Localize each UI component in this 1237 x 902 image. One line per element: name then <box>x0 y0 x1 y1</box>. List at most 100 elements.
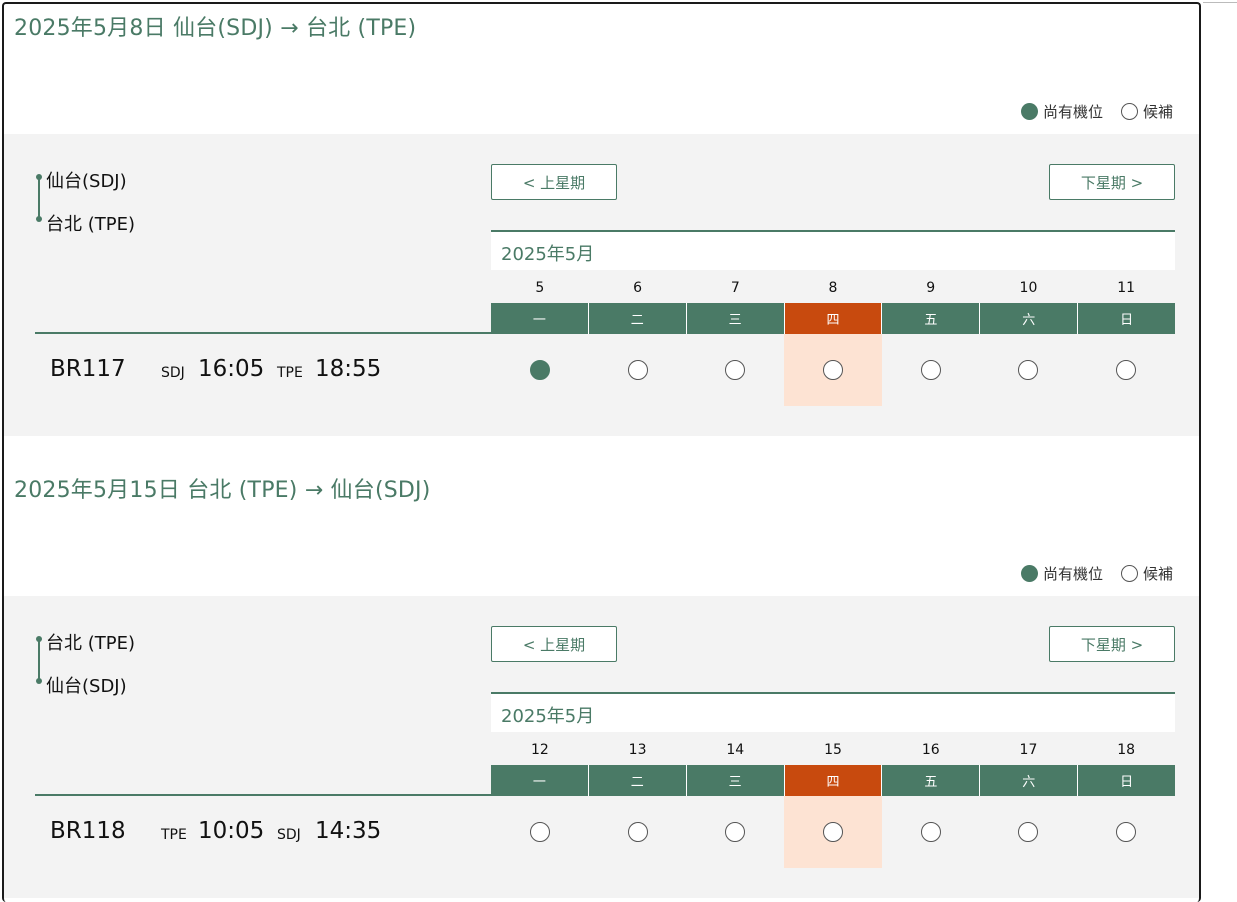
waitlist-circle-icon <box>1120 565 1138 582</box>
route-origin: 台北 (TPE) <box>46 633 135 654</box>
flight-separator <box>35 332 491 334</box>
weekday-header[interactable]: 一 <box>491 765 589 796</box>
flight-separator <box>35 794 491 796</box>
availability-row <box>491 796 1175 868</box>
availability-cell[interactable] <box>980 334 1078 406</box>
availability-dot-icon[interactable] <box>1018 822 1039 842</box>
availability-dot-icon[interactable] <box>627 360 648 380</box>
weekday-header[interactable]: 二 <box>588 765 687 796</box>
availability-cell[interactable] <box>784 796 882 868</box>
availability-dot-icon[interactable] <box>725 360 746 380</box>
availability-dot-icon[interactable] <box>823 822 844 842</box>
availability-cell[interactable] <box>589 796 687 868</box>
date-label: 8 <box>828 280 838 296</box>
route-line <box>38 638 40 680</box>
weekday-header[interactable]: 三 <box>686 765 785 796</box>
weekday-header-selected[interactable]: 四 <box>784 303 883 334</box>
date-label: 5 <box>535 280 545 296</box>
availability-dot-icon[interactable] <box>627 822 648 842</box>
weekday-header[interactable]: 三 <box>686 303 785 334</box>
availability-dot-icon[interactable] <box>920 822 941 842</box>
flight-row: BR118 TPE 10:05 SDJ 14:35 <box>4 796 491 868</box>
weekday-header[interactable]: 一 <box>491 303 589 334</box>
weekday-header[interactable]: 六 <box>980 765 1079 796</box>
route-destination: 台北 (TPE) <box>46 214 135 235</box>
legend-available-label: 尚有機位 <box>1042 103 1103 121</box>
weekday-header[interactable]: 日 <box>1078 303 1176 334</box>
route-destination-dot-icon <box>36 216 42 222</box>
date-label: 7 <box>730 280 740 296</box>
flight-number: BR117 <box>50 356 126 382</box>
availability-cell[interactable] <box>491 796 589 868</box>
availability-cell[interactable] <box>1077 796 1175 868</box>
availability-dot-icon[interactable] <box>529 360 550 380</box>
section-title: 2025年5月15日 台北 (TPE) → 仙台(SDJ) <box>14 478 431 503</box>
arrival-time: 18:55 <box>315 356 382 382</box>
availability-dot-icon[interactable] <box>823 360 844 380</box>
date-label: 15 <box>824 742 842 758</box>
date-label: 17 <box>1019 742 1038 758</box>
legend: 尚有機位 候補 <box>1020 101 1173 122</box>
date-label: 11 <box>1117 280 1136 296</box>
availability-cell[interactable] <box>784 334 882 406</box>
available-dot-icon <box>1020 565 1038 582</box>
availability-dot-icon[interactable] <box>920 360 941 380</box>
flight-number: BR118 <box>50 818 126 844</box>
flight-row: BR117 SDJ 16:05 TPE 18:55 <box>4 334 491 406</box>
legend-available-label: 尚有機位 <box>1042 565 1103 583</box>
weekday-header[interactable]: 六 <box>980 303 1079 334</box>
schedule-frame: 2025年5月8日 仙台(SDJ) → 台北 (TPE) 尚有機位 候補 仙台(… <box>2 2 1201 902</box>
next-week-button[interactable]: 下星期 > <box>1049 626 1175 662</box>
availability-cell[interactable] <box>589 334 687 406</box>
date-label: 16 <box>921 742 940 758</box>
weekday-header[interactable]: 二 <box>588 303 687 334</box>
route-destination: 仙台(SDJ) <box>46 676 127 697</box>
date-label: 12 <box>530 742 549 758</box>
weekday-header[interactable]: 五 <box>882 303 981 334</box>
legend-waitlist-label: 候補 <box>1142 565 1173 583</box>
weekday-header-selected[interactable]: 四 <box>784 765 883 796</box>
availability-cell[interactable] <box>980 796 1078 868</box>
legend: 尚有機位 候補 <box>1020 563 1173 584</box>
availability-dot-icon[interactable] <box>529 822 550 842</box>
date-row: 12 13 14 15 16 17 18 <box>491 742 1175 758</box>
availability-cell[interactable] <box>882 796 980 868</box>
availability-dot-icon[interactable] <box>725 822 746 842</box>
departure-airport: TPE <box>161 827 187 843</box>
section-title: 2025年5月8日 仙台(SDJ) → 台北 (TPE) <box>14 16 417 41</box>
date-label: 9 <box>926 280 936 296</box>
route-line <box>38 176 40 218</box>
waitlist-circle-icon <box>1120 103 1138 120</box>
route-origin-dot-icon <box>36 636 42 642</box>
schedule-panel: 台北 (TPE) 仙台(SDJ) < 上星期 下星期 > 2025年5月 12 … <box>4 596 1199 898</box>
arrival-airport: TPE <box>277 365 303 381</box>
availability-cell[interactable] <box>882 334 980 406</box>
date-label: 13 <box>628 742 647 758</box>
route-destination-dot-icon <box>36 678 42 684</box>
availability-cell[interactable] <box>491 334 589 406</box>
weekday-row: 一 二 三 四 五 六 日 <box>491 765 1176 796</box>
availability-cell[interactable] <box>686 334 784 406</box>
availability-dot-icon[interactable] <box>1018 360 1039 380</box>
arrival-time: 14:35 <box>315 818 382 844</box>
month-label: 2025年5月 <box>501 244 595 265</box>
arrival-airport: SDJ <box>277 827 301 843</box>
availability-cell[interactable] <box>686 796 784 868</box>
availability-cell[interactable] <box>1077 334 1175 406</box>
legend-waitlist-label: 候補 <box>1142 103 1173 121</box>
prev-week-button[interactable]: < 上星期 <box>491 164 617 200</box>
availability-dot-icon[interactable] <box>1116 822 1137 842</box>
prev-week-button[interactable]: < 上星期 <box>491 626 617 662</box>
availability-dot-icon[interactable] <box>1116 360 1137 380</box>
weekday-header[interactable]: 五 <box>882 765 981 796</box>
schedule-panel: 仙台(SDJ) 台北 (TPE) < 上星期 下星期 > 2025年5月 5 6… <box>4 134 1199 436</box>
route-origin: 仙台(SDJ) <box>46 171 127 192</box>
departure-airport: SDJ <box>161 365 185 381</box>
date-label: 18 <box>1117 742 1136 758</box>
date-label: 14 <box>726 742 745 758</box>
weekday-header[interactable]: 日 <box>1078 765 1176 796</box>
departure-time: 16:05 <box>198 356 265 382</box>
available-dot-icon <box>1020 103 1038 120</box>
month-header: 2025年5月 <box>491 230 1175 270</box>
next-week-button[interactable]: 下星期 > <box>1049 164 1175 200</box>
